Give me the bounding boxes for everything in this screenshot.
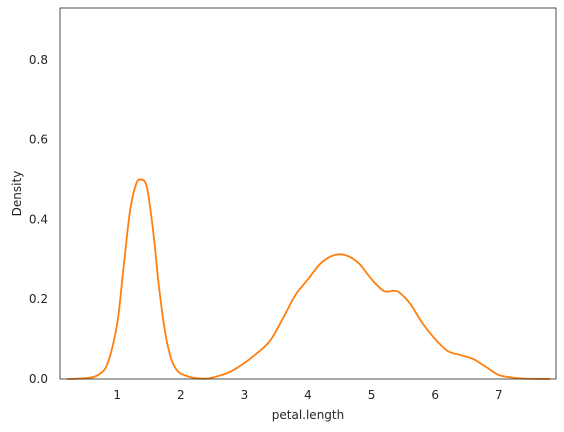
- x-tick-label: 6: [431, 388, 439, 402]
- x-tick-label: 3: [241, 388, 249, 402]
- y-axis-label: Density: [10, 171, 24, 217]
- density-line: [66, 178, 551, 380]
- x-axis-label: petal.length: [272, 408, 344, 422]
- x-tick-label: 5: [368, 388, 376, 402]
- plot-area: [66, 178, 551, 380]
- x-tick-label: 7: [495, 388, 503, 402]
- y-tick-label: 0.8: [29, 53, 48, 67]
- y-axis-ticks: 0.0 0.2 0.4 0.6 0.8: [29, 53, 48, 386]
- x-axis-ticks: 1 2 3 4 5 6 7: [113, 388, 502, 402]
- plot-frame: [59, 7, 557, 380]
- y-tick-label: 0.6: [29, 133, 48, 147]
- y-tick-label: 0.2: [29, 292, 48, 306]
- y-tick-label: 0.0: [29, 372, 48, 386]
- x-tick-label: 4: [304, 388, 312, 402]
- x-tick-label: 1: [113, 388, 121, 402]
- x-tick-label: 2: [177, 388, 185, 402]
- y-tick-label: 0.4: [29, 212, 48, 226]
